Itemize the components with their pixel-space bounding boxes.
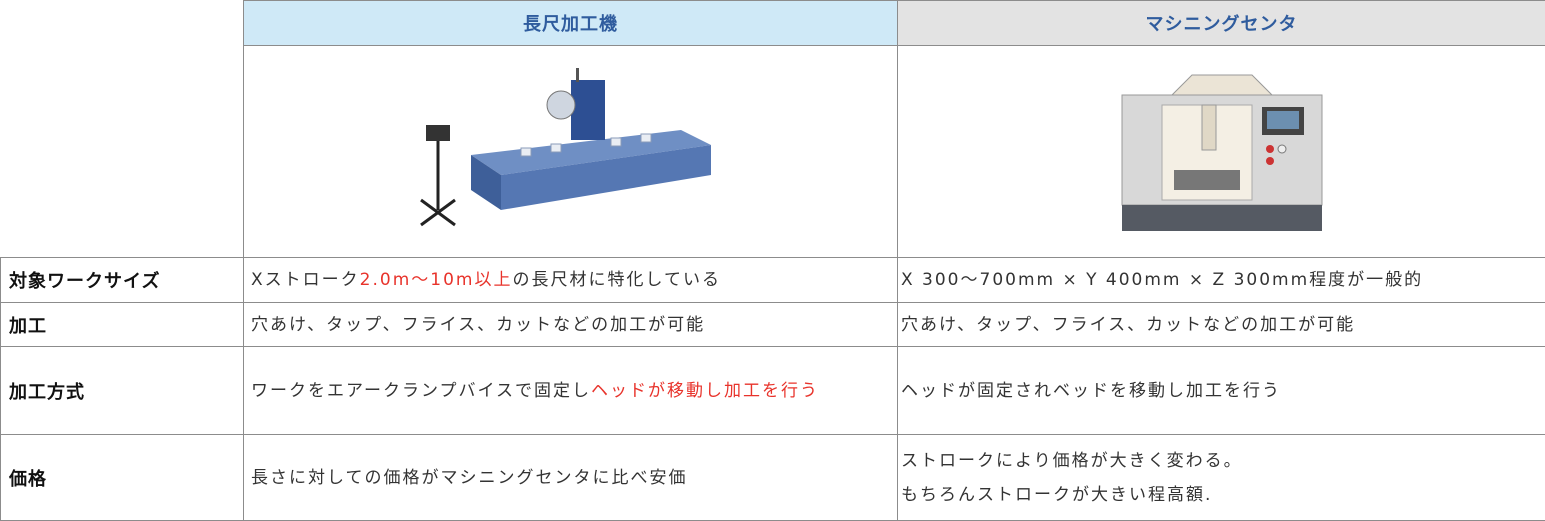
image-cell [898, 46, 1545, 258]
image-cell [244, 46, 898, 258]
long-machine-illustration [411, 60, 731, 240]
text: Xストローク [251, 270, 360, 290]
image-row [1, 46, 1545, 258]
data-row: 価格 長さに対しての価格がマシニングセンタに比べ安価 ストロークにより価格が大き… [1, 435, 1545, 521]
cell-line: 穴あけ、タップ、フライス、カットなどの加工が可能 [251, 308, 897, 342]
cell: 長さに対しての価格がマシニングセンタに比べ安価 [244, 435, 898, 521]
highlight-text: 2.0m〜10m以上 [360, 270, 513, 290]
cell: 穴あけ、タップ、フライス、カットなどの加工が可能 [898, 303, 1545, 347]
highlight-text: ヘッドが移動し加工を行う [591, 381, 819, 401]
cell: X 300〜700mm × Y 400mm × Z 300mm程度が一般的 [898, 258, 1545, 303]
cell: ストロークにより価格が大きく変わる。もちろんストロークが大きい程高額. [898, 435, 1545, 521]
cell-line: 長さに対しての価格がマシニングセンタに比べ安価 [251, 461, 897, 495]
text: X 300〜700mm × Y 400mm × Z 300mm程度が一般的 [901, 270, 1423, 290]
text: 穴あけ、タップ、フライス、カットなどの加工が可能 [251, 315, 705, 335]
data-row: 加工 穴あけ、タップ、フライス、カットなどの加工が可能 穴あけ、タップ、フライス… [1, 303, 1545, 347]
row-label: 加工 [1, 303, 244, 347]
text: ヘッドが固定されベッドを移動し加工を行う [901, 381, 1281, 401]
data-row: 対象ワークサイズ Xストローク2.0m〜10m以上の長尺材に特化している X 3… [1, 258, 1545, 303]
row-label: 対象ワークサイズ [1, 258, 244, 303]
cell: 穴あけ、タップ、フライス、カットなどの加工が可能 [244, 303, 898, 347]
header-cell: 長尺加工機 [244, 1, 898, 46]
row-label: 価格 [1, 435, 244, 521]
row-label: 加工方式 [1, 347, 244, 435]
cell-line: X 300〜700mm × Y 400mm × Z 300mm程度が一般的 [901, 263, 1545, 297]
text: 長さに対しての価格がマシニングセンタに比べ安価 [251, 468, 688, 488]
empty-cell [1, 46, 244, 258]
cell-line: ヘッドが固定されベッドを移動し加工を行う [901, 374, 1545, 408]
cell-line: Xストローク2.0m〜10m以上の長尺材に特化している [251, 263, 897, 297]
cell-line: ストロークにより価格が大きく変わる。 [901, 444, 1545, 478]
cell-line: もちろんストロークが大きい程高額. [901, 478, 1545, 512]
machining-center-illustration [1112, 65, 1332, 235]
header-cell: マシニングセンタ [898, 1, 1545, 46]
text: の長尺材に特化している [512, 270, 721, 290]
header-row: 長尺加工機 マシニングセンタ [1, 1, 1545, 46]
text: ストロークにより価格が大きく変わる。 [901, 451, 1243, 471]
text: もちろんストロークが大きい程高額. [901, 485, 1212, 505]
cell: ヘッドが固定されベッドを移動し加工を行う [898, 347, 1545, 435]
cell: Xストローク2.0m〜10m以上の長尺材に特化している [244, 258, 898, 303]
data-row: 加工方式 ワークをエアークランプバイスで固定しヘッドが移動し加工を行う ヘッドが… [1, 347, 1545, 435]
text: 穴あけ、タップ、フライス、カットなどの加工が可能 [901, 315, 1355, 335]
empty-cell [1, 1, 244, 46]
cell-line: 穴あけ、タップ、フライス、カットなどの加工が可能 [901, 308, 1545, 342]
cell: ワークをエアークランプバイスで固定しヘッドが移動し加工を行う [244, 347, 898, 435]
text: ワークをエアークランプバイスで固定し [251, 381, 591, 401]
cell-line: ワークをエアークランプバイスで固定しヘッドが移動し加工を行う [251, 374, 873, 408]
